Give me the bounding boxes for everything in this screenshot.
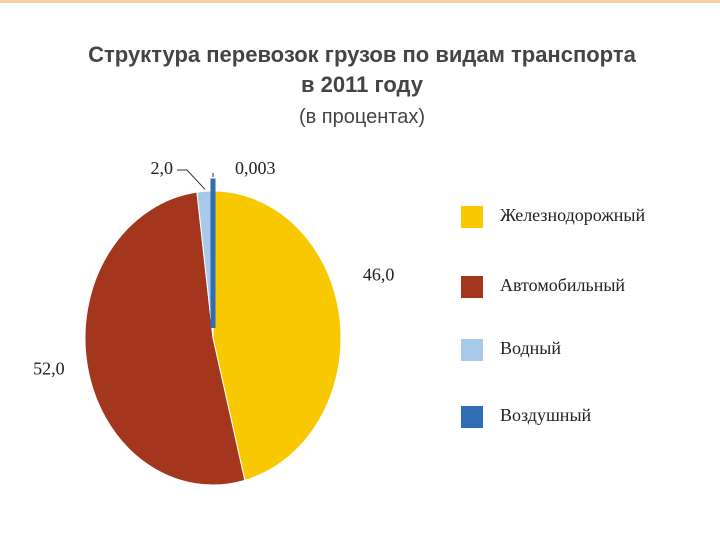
data-label: 46,0 [363, 264, 395, 284]
pie-slice [212, 190, 342, 482]
legend-label: Водный [500, 338, 561, 358]
legend-label: Автомобильный [500, 275, 625, 295]
data-label: 52,0 [33, 359, 65, 379]
chart-subtitle: (в процентах) [299, 106, 425, 128]
legend-swatch [461, 406, 483, 428]
legend-swatch [461, 339, 483, 361]
data-label: 2,0 [151, 158, 174, 178]
legend-swatch [461, 206, 483, 228]
leader-line [177, 169, 206, 190]
legend-label: Воздушный [500, 405, 592, 425]
data-label: 0,003 [235, 158, 276, 178]
chart-title: в 2011 году [301, 72, 424, 97]
legend-label: Железнодорожный [500, 205, 645, 225]
chart-title: Структура перевозок грузов по видам тран… [88, 42, 636, 67]
top-border [0, 0, 720, 3]
legend-swatch [461, 276, 483, 298]
